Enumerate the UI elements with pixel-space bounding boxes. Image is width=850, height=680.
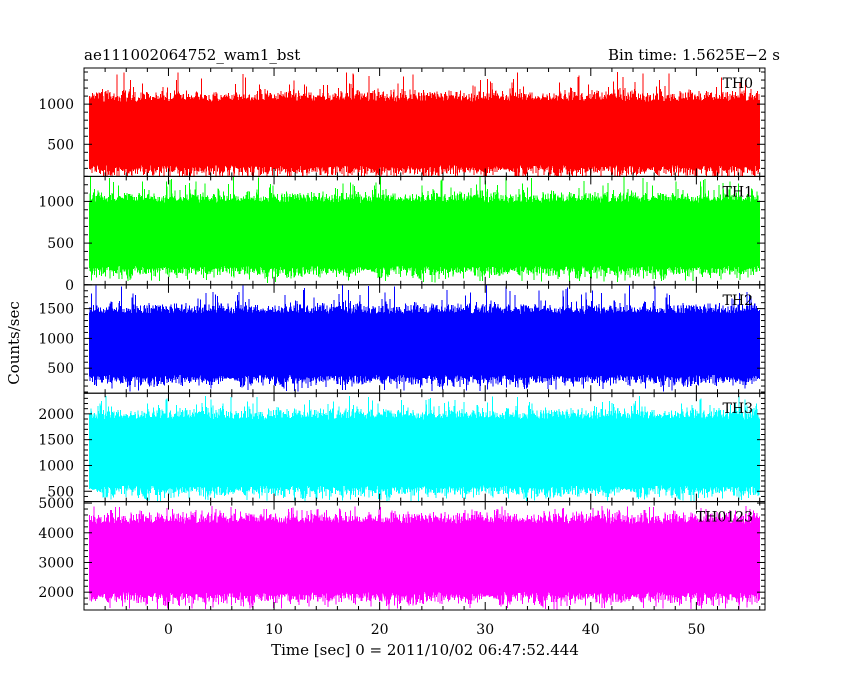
- x-tick-label: 0: [164, 622, 173, 638]
- chart-title: ae111002064752_wam1_bst: [84, 46, 300, 64]
- panels: 500 1000 TH0 0 500 1000 TH1 500 1000 1500 TH2 500 10…: [38, 67, 766, 611]
- panel-th1: 0 500 1000 TH1: [38, 175, 766, 294]
- series-th0: [88, 72, 761, 177]
- panel-th3: 500 1000 1500 2000 TH3: [38, 392, 766, 503]
- y-axis-label: Counts/sec: [5, 301, 23, 385]
- panel-th2: 500 1000 1500 TH2: [38, 284, 766, 394]
- panel-th0: 500 1000 TH0: [38, 67, 766, 177]
- x-tick-label: 50: [687, 622, 705, 638]
- x-axis-label: Time [sec] 0 = 2011/10/02 06:47:52.444: [271, 641, 579, 659]
- x-tick-label: 30: [476, 622, 494, 638]
- x-tick-label: 10: [265, 622, 283, 638]
- y-tick-label: 0: [65, 278, 74, 294]
- panel-th0123: 2000 3000 4000 5000 TH0123: [38, 496, 766, 611]
- series-th1: [88, 176, 761, 283]
- x-axis: 0 10 20 30 40 50: [164, 622, 705, 638]
- y-tick-label: 5000: [38, 496, 74, 512]
- series-th0123: [88, 506, 761, 610]
- series-label: TH0123: [696, 510, 753, 526]
- y-tick-label: 1000: [38, 331, 74, 347]
- y-tick-label: 1000: [38, 458, 74, 474]
- y-tick-label: 2000: [38, 585, 74, 601]
- bin-time-label: Bin time: 1.5625E−2 s: [608, 46, 780, 64]
- y-tick-label: 500: [47, 361, 74, 377]
- y-tick-label: 1500: [38, 302, 74, 318]
- series-label: TH3: [723, 401, 753, 417]
- y-tick-label: 500: [47, 236, 74, 252]
- series-th3: [88, 395, 761, 502]
- series-label: TH0: [723, 76, 753, 92]
- panel-frame: [83, 501, 766, 611]
- y-tick-label: 3000: [38, 555, 74, 571]
- series-label: TH2: [723, 293, 753, 309]
- y-tick-label: 500: [47, 137, 74, 153]
- y-tick-label: 1000: [38, 194, 74, 210]
- y-tick-label: 1500: [38, 433, 74, 449]
- y-tick-label: 4000: [38, 526, 74, 542]
- y-tick-label: 500: [47, 484, 74, 500]
- y-tick-label: 2000: [38, 407, 74, 423]
- x-tick-label: 40: [582, 622, 600, 638]
- x-tick-label: 20: [371, 622, 389, 638]
- series-label: TH1: [723, 184, 753, 200]
- y-tick-label: 1000: [38, 97, 74, 113]
- series-th2: [88, 285, 761, 392]
